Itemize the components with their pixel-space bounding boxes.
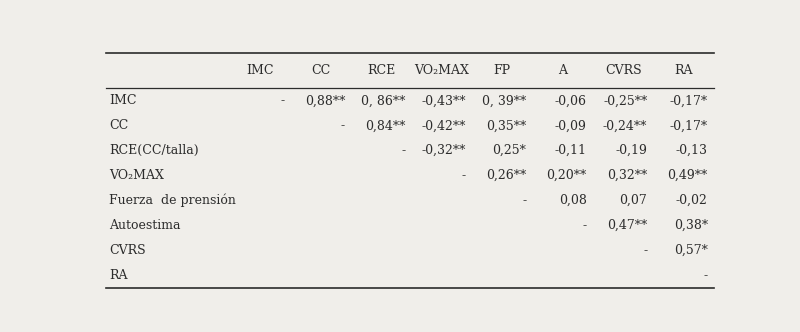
Text: 0,25*: 0,25* xyxy=(493,144,526,157)
Text: -0,19: -0,19 xyxy=(615,144,647,157)
Text: -0,24**: -0,24** xyxy=(603,119,647,132)
Text: -: - xyxy=(462,169,466,182)
Text: 0,07: 0,07 xyxy=(619,194,647,207)
Text: -: - xyxy=(582,219,587,232)
Text: -: - xyxy=(704,269,708,282)
Text: RA: RA xyxy=(674,64,693,77)
Text: -: - xyxy=(522,194,526,207)
Text: -0,43**: -0,43** xyxy=(422,94,466,107)
Text: -0,25**: -0,25** xyxy=(603,94,647,107)
Text: -: - xyxy=(643,244,647,257)
Text: 0,08: 0,08 xyxy=(559,194,587,207)
Text: 0,49**: 0,49** xyxy=(667,169,708,182)
Text: 0,47**: 0,47** xyxy=(607,219,647,232)
Text: -0,17*: -0,17* xyxy=(670,94,708,107)
Text: -: - xyxy=(281,94,285,107)
Text: -0,13: -0,13 xyxy=(676,144,708,157)
Text: -0,06: -0,06 xyxy=(555,94,587,107)
Text: -0,02: -0,02 xyxy=(676,194,708,207)
Text: 0,88**: 0,88** xyxy=(305,94,345,107)
Text: -0,42**: -0,42** xyxy=(422,119,466,132)
Text: RCE(CC/talla): RCE(CC/talla) xyxy=(110,144,199,157)
Text: CC: CC xyxy=(110,119,129,132)
Text: RCE: RCE xyxy=(367,64,395,77)
Text: CC: CC xyxy=(311,64,330,77)
Text: FP: FP xyxy=(494,64,510,77)
Text: 0, 39**: 0, 39** xyxy=(482,94,526,107)
Text: VO₂MAX: VO₂MAX xyxy=(414,64,470,77)
Text: -: - xyxy=(402,144,406,157)
Text: 0,57*: 0,57* xyxy=(674,244,708,257)
Text: 0,38*: 0,38* xyxy=(674,219,708,232)
Text: IMC: IMC xyxy=(246,64,274,77)
Text: VO₂MAX: VO₂MAX xyxy=(110,169,164,182)
Text: Fuerza  de prensión: Fuerza de prensión xyxy=(110,194,236,207)
Text: -0,11: -0,11 xyxy=(555,144,587,157)
Text: 0,20**: 0,20** xyxy=(546,169,587,182)
Text: IMC: IMC xyxy=(110,94,137,107)
Text: CVRS: CVRS xyxy=(605,64,642,77)
Text: 0,84**: 0,84** xyxy=(365,119,406,132)
Text: Autoestima: Autoestima xyxy=(110,219,181,232)
Text: RA: RA xyxy=(110,269,128,282)
Text: 0, 86**: 0, 86** xyxy=(361,94,406,107)
Text: 0,32**: 0,32** xyxy=(607,169,647,182)
Text: CVRS: CVRS xyxy=(110,244,146,257)
Text: 0,26**: 0,26** xyxy=(486,169,526,182)
Text: -: - xyxy=(341,119,345,132)
Text: -0,09: -0,09 xyxy=(555,119,587,132)
Text: 0,35**: 0,35** xyxy=(486,119,526,132)
Text: A: A xyxy=(558,64,567,77)
Text: -0,17*: -0,17* xyxy=(670,119,708,132)
Text: -0,32**: -0,32** xyxy=(422,144,466,157)
